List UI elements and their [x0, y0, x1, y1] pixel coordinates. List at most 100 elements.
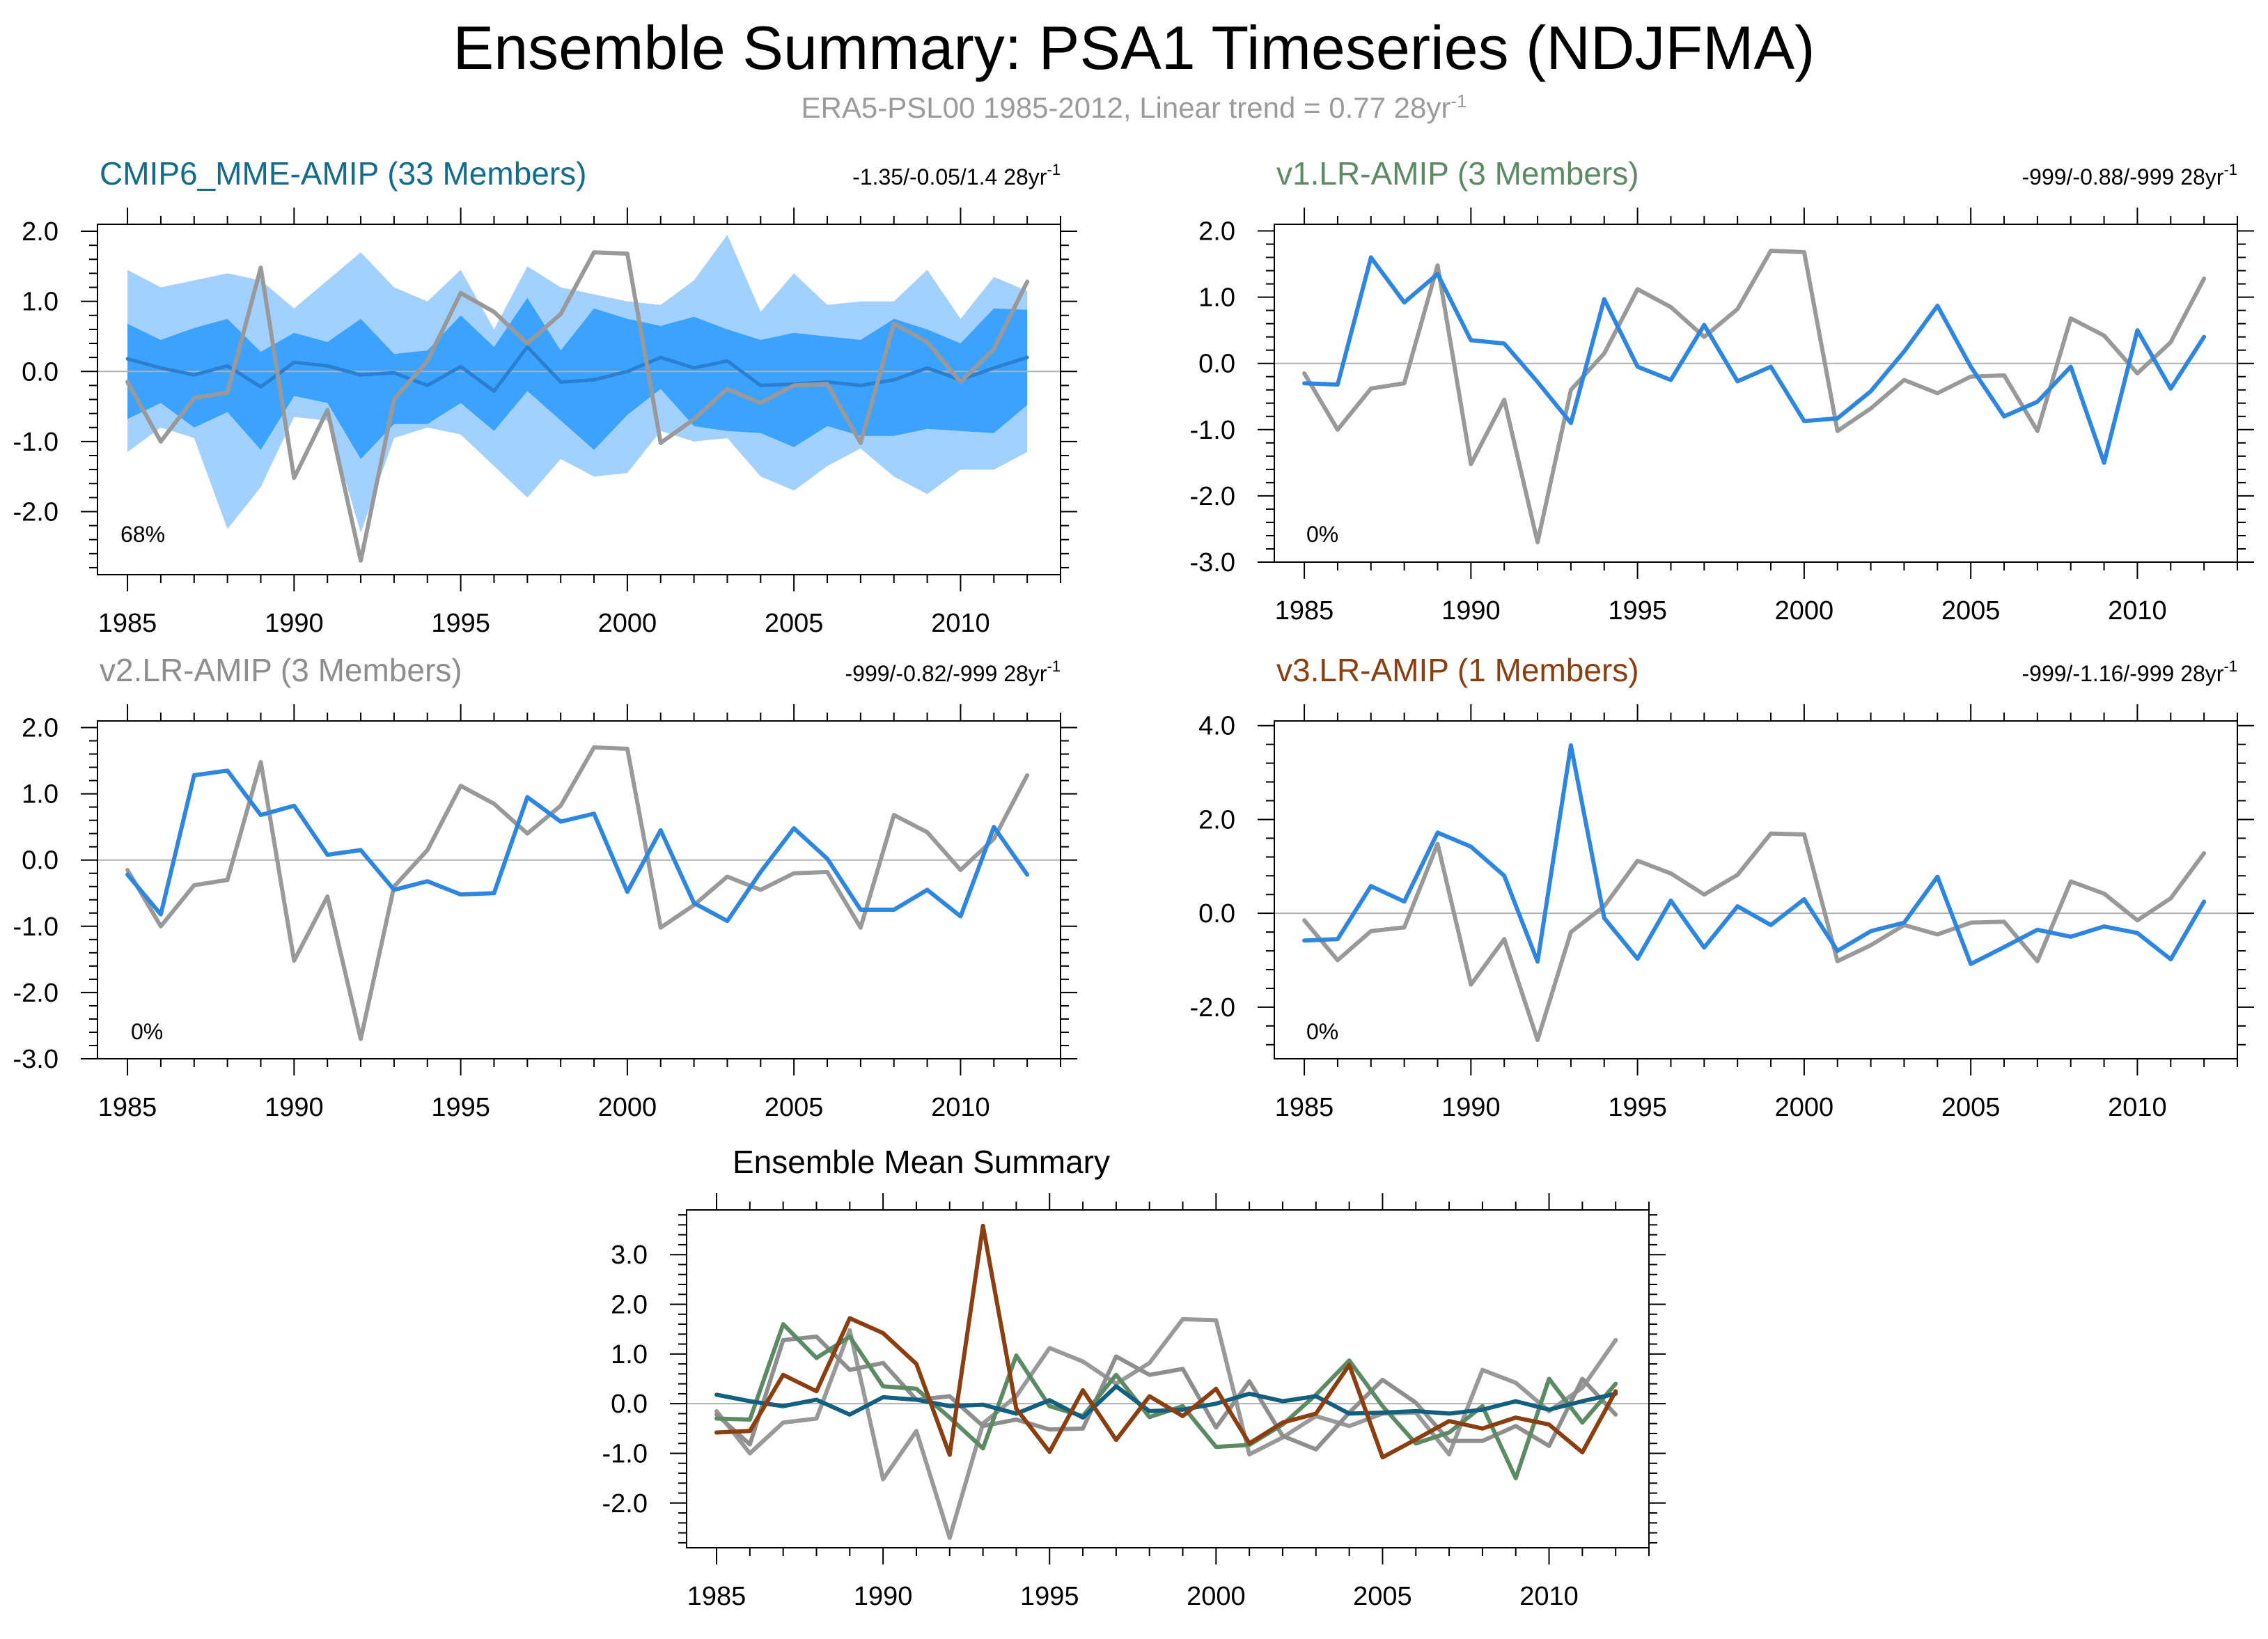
series-line-ensmean-1 — [714, 1334, 1618, 1452]
y-tick-label-v3-2: 2.0 — [1198, 805, 1235, 834]
panel-title-v2: v2.LR-AMIP (3 Members) — [100, 652, 462, 688]
chart-panel-v2: 1985 1990 1995 2000 2005 2010 -3.0 -2.0 -1.0 0.0 1… — [13, 652, 1077, 1122]
x-tick-label-ensmean-1995: 1995 — [1020, 1582, 1079, 1611]
series-line-ensmean-3 — [714, 1384, 1618, 1420]
y-tick-label-v2-1: -2.0 — [13, 979, 58, 1008]
page-title: Ensemble Summary: PSA1 Timeseries (NDJFM… — [453, 13, 1815, 82]
x-tick-label-v3-1985: 1985 — [1275, 1093, 1334, 1122]
chart-panel-v1: 1985 1990 1995 2000 2005 2010 -3.0 -2.0 -1.0 0.0 1… — [1190, 155, 2254, 626]
subtitle-superscript: -1 — [1450, 91, 1467, 111]
plot-frame-ensmean — [686, 1209, 1650, 1548]
x-tick-label-v2-1995: 1995 — [431, 1093, 490, 1122]
plot-frame-v2 — [97, 720, 1061, 1059]
x-tick-label-cmip6-1985: 1985 — [98, 609, 157, 638]
subtitle-text: ERA5-PSL00 1985-2012, Linear trend = 0.7… — [801, 91, 1451, 124]
x-tick-label-v1-2010: 2010 — [2108, 596, 2167, 626]
panel-title-v3: v3.LR-AMIP (1 Members) — [1276, 652, 1639, 688]
y-tick-label-ensmean-1: -1.0 — [602, 1439, 648, 1468]
x-tick-label-v2-1985: 1985 — [98, 1093, 157, 1122]
percent-label-v3: 0% — [1306, 1019, 1338, 1044]
y-tick-label-cmip6-3: 1.0 — [22, 288, 58, 317]
x-tick-label-v1-1995: 1995 — [1608, 596, 1667, 626]
x-tick-label-v2-2010: 2010 — [931, 1093, 990, 1122]
series-line-ensmean-4 — [714, 1223, 1618, 1460]
y-tick-label-v2-2: -1.0 — [13, 912, 58, 942]
y-tick-label-v1-0: -3.0 — [1190, 548, 1235, 577]
y-tick-label-cmip6-2: 0.0 — [22, 357, 58, 387]
trend-label-v1: -999/-0.88/-999 28yr-1 — [2021, 161, 2237, 189]
band-inner-cmip6 — [127, 297, 1028, 460]
y-tick-label-ensmean-0: -2.0 — [602, 1489, 648, 1518]
y-tick-label-v2-5: 2.0 — [22, 714, 58, 743]
x-tick-label-v2-1990: 1990 — [265, 1093, 324, 1122]
y-tick-label-ensmean-2: 0.0 — [611, 1390, 648, 1419]
y-tick-label-v2-3: 0.0 — [22, 846, 58, 876]
series-line-v1-1 — [1302, 255, 2207, 465]
y-tick-label-v1-3: 0.0 — [1198, 350, 1235, 379]
percent-label-cmip6: 68% — [120, 522, 165, 547]
y-tick-label-v2-4: 1.0 — [22, 780, 58, 809]
trend-label-cmip6: -1.35/-0.05/1.4 28yr-1 — [852, 161, 1061, 189]
x-tick-label-ensmean-2005: 2005 — [1353, 1582, 1412, 1611]
series-line-v2-1 — [125, 768, 1030, 924]
trend-value-v1: -999/-0.88/-999 28yr — [2021, 164, 2223, 189]
trend-label-v3: -999/-1.16/-999 28yr-1 — [2021, 658, 2237, 686]
trend-superscript-v3: -1 — [2223, 658, 2237, 675]
y-tick-label-v1-1: -2.0 — [1190, 482, 1235, 511]
x-tick-label-v3-2010: 2010 — [2108, 1093, 2167, 1122]
percent-label-v2: 0% — [131, 1019, 163, 1044]
series-line-v3-1 — [1302, 743, 2207, 966]
x-tick-label-v2-2000: 2000 — [598, 1093, 657, 1122]
x-tick-label-v3-2000: 2000 — [1775, 1093, 1834, 1122]
panel-title-ensmean: Ensemble Mean Summary — [733, 1144, 1110, 1180]
chart-panel-v3: 1985 1990 1995 2000 2005 2010 -2.0 0.0 2.0 4.0 v3.… — [1190, 652, 2254, 1122]
y-tick-label-v2-0: -3.0 — [13, 1045, 58, 1074]
x-tick-label-ensmean-2010: 2010 — [1519, 1582, 1579, 1611]
y-tick-label-cmip6-4: 2.0 — [22, 217, 58, 247]
trend-value-v3: -999/-1.16/-999 28yr — [2021, 661, 2223, 686]
trend-superscript-v1: -1 — [2223, 161, 2237, 178]
y-tick-label-v3-1: 0.0 — [1198, 899, 1235, 929]
y-tick-label-v3-0: -2.0 — [1190, 993, 1235, 1023]
plot-frame-v3 — [1274, 720, 2238, 1059]
page-subtitle: ERA5-PSL00 1985-2012, Linear trend = 0.7… — [0, 91, 2268, 125]
x-tick-label-cmip6-2010: 2010 — [931, 609, 990, 638]
y-tick-label-ensmean-4: 2.0 — [611, 1291, 648, 1320]
panel-title-cmip6: CMIP6_MME-AMIP (33 Members) — [100, 155, 587, 192]
y-tick-label-ensmean-5: 3.0 — [611, 1241, 648, 1270]
series-line-v1-0 — [1302, 249, 2207, 545]
series-line-v2-0 — [125, 745, 1030, 1041]
x-tick-label-v1-2005: 2005 — [1941, 596, 2001, 626]
y-tick-label-v3-3: 4.0 — [1198, 712, 1235, 741]
y-tick-label-v1-4: 1.0 — [1198, 283, 1235, 313]
y-tick-label-cmip6-0: -2.0 — [13, 497, 58, 527]
x-tick-label-v1-1990: 1990 — [1441, 596, 1501, 626]
trend-label-v2: -999/-0.82/-999 28yr-1 — [845, 658, 1061, 686]
trend-value-v2: -999/-0.82/-999 28yr — [845, 661, 1047, 686]
panel-title-v1: v1.LR-AMIP (3 Members) — [1276, 155, 1639, 192]
x-tick-label-v1-2000: 2000 — [1775, 596, 1834, 626]
y-tick-label-v1-5: 2.0 — [1198, 217, 1235, 247]
x-tick-label-v3-1990: 1990 — [1441, 1093, 1501, 1122]
chart-panel-cmip6: 1985 1990 1995 2000 2005 2010 -2.0 -1.0 0.0 1.0 2.… — [13, 155, 1077, 638]
series-line-ensmean-2 — [714, 1322, 1618, 1481]
x-tick-label-ensmean-2000: 2000 — [1187, 1582, 1246, 1611]
trend-superscript-cmip6: -1 — [1047, 161, 1061, 178]
series-line-v3-0 — [1302, 831, 2207, 1043]
x-tick-label-v3-1995: 1995 — [1608, 1093, 1667, 1122]
percent-label-v1: 0% — [1306, 522, 1338, 547]
chart-panel-ensmean: 1985 1990 1995 2000 2005 2010 -2.0 -1.0 0.0 1.0 2.… — [602, 1144, 1666, 1611]
series-line-cmip6-1 — [125, 250, 1030, 563]
x-tick-label-ensmean-1985: 1985 — [687, 1582, 746, 1611]
x-tick-label-cmip6-1990: 1990 — [265, 609, 324, 638]
y-tick-label-ensmean-3: 1.0 — [611, 1340, 648, 1369]
y-tick-label-v1-2: -1.0 — [1190, 416, 1235, 445]
x-tick-label-v1-1985: 1985 — [1275, 596, 1334, 626]
x-tick-label-ensmean-1990: 1990 — [854, 1582, 913, 1611]
trend-superscript-v2: -1 — [1047, 658, 1061, 675]
x-tick-label-cmip6-1995: 1995 — [431, 609, 490, 638]
x-tick-label-v3-2005: 2005 — [1941, 1093, 2001, 1122]
y-tick-label-cmip6-1: -1.0 — [13, 428, 58, 457]
trend-value-cmip6: -1.35/-0.05/1.4 28yr — [852, 164, 1047, 189]
